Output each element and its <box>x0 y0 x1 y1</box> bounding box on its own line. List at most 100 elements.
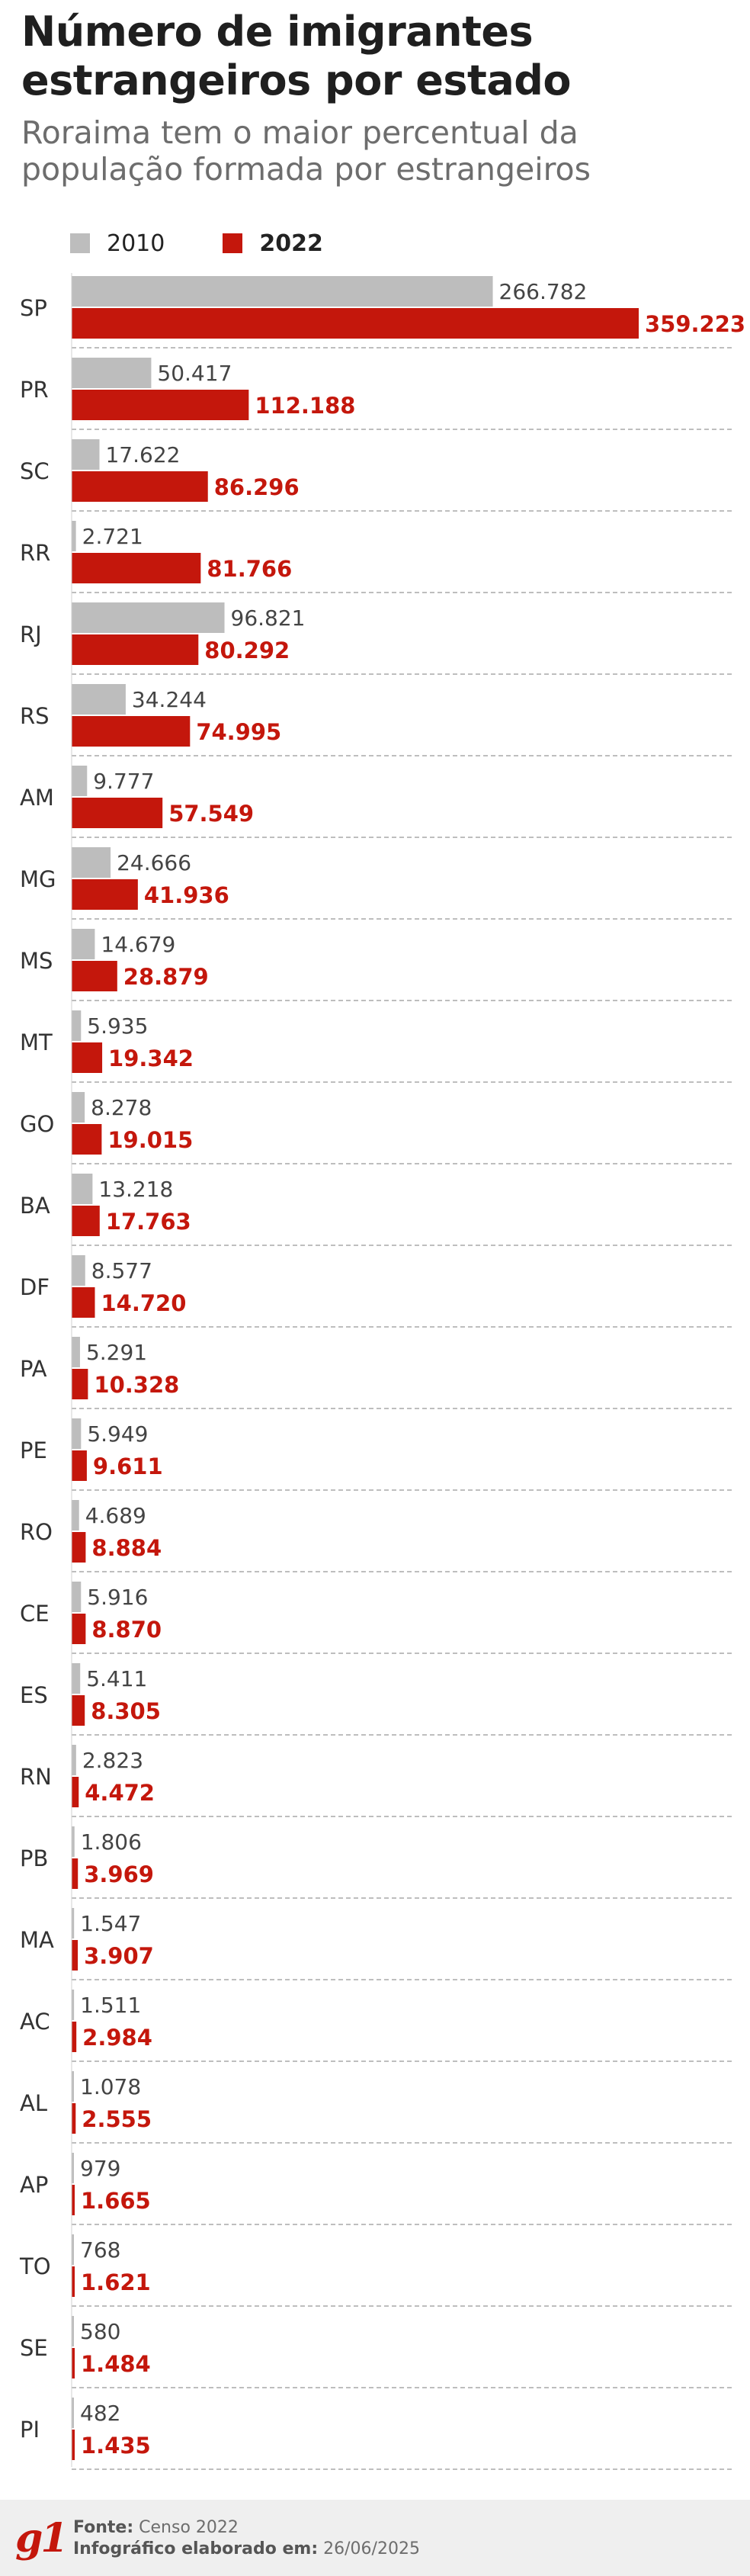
bar-2022-ma <box>72 1940 79 1971</box>
bar-2022-rj <box>72 634 199 665</box>
bar-chart: 266.782 359.223 SP 50.417 112.188 PR 17.622 86.… <box>19 273 745 2470</box>
bar-2010-mt <box>72 1010 82 1041</box>
value-label-2010-ma: 1.547 <box>80 1911 141 1936</box>
category-label-sp: SP <box>20 295 47 321</box>
value-label-2022-rn: 4.472 <box>85 1780 155 1806</box>
value-label-2022-pe: 9.611 <box>93 1453 163 1479</box>
value-label-2022-df: 14.720 <box>101 1290 186 1316</box>
value-label-2022-ms: 28.879 <box>123 964 209 990</box>
value-label-2010-se: 580 <box>80 2319 120 2344</box>
category-label-pr: PR <box>20 377 49 403</box>
legend-swatch-2010 <box>70 233 90 253</box>
value-label-2010-go: 8.278 <box>91 1095 152 1120</box>
value-label-2022-al: 2.555 <box>82 2106 152 2132</box>
bar-2010-ac <box>72 1990 75 2020</box>
value-label-2022-ac: 2.984 <box>82 2025 152 2051</box>
bar-2010-pr <box>72 358 152 388</box>
value-label-2010-rj: 96.821 <box>231 605 306 631</box>
category-label-se: SE <box>20 2335 48 2361</box>
value-label-2010-pi: 482 <box>80 2401 120 2426</box>
category-label-df: DF <box>20 1274 50 1300</box>
bar-2010-rr <box>72 521 76 551</box>
value-label-2010-pe: 5.949 <box>87 1421 148 1447</box>
value-label-2010-rr: 2.721 <box>82 524 143 549</box>
category-label-al: AL <box>20 2090 47 2116</box>
value-label-2022-pa: 10.328 <box>94 1372 179 1398</box>
value-label-2010-ac: 1.511 <box>80 1993 141 2018</box>
bar-2010-ma <box>72 1908 75 1938</box>
category-label-ce: CE <box>20 1601 50 1627</box>
bar-2022-go <box>72 1124 102 1155</box>
value-label-2010-ce: 5.916 <box>87 1585 148 1610</box>
value-label-2022-go: 19.015 <box>107 1127 193 1153</box>
category-label-ro: RO <box>20 1519 53 1545</box>
value-label-2010-ap: 979 <box>80 2156 120 2181</box>
value-label-2022-sp: 359.223 <box>645 311 745 337</box>
bar-2010-ms <box>72 929 95 959</box>
value-label-2010-al: 1.078 <box>80 2074 141 2099</box>
value-label-2022-pr: 112.188 <box>255 393 355 419</box>
bar-2022-se <box>72 2348 75 2378</box>
value-label-2010-pa: 5.291 <box>86 1340 147 1365</box>
value-label-2022-sc: 86.296 <box>214 474 300 500</box>
value-label-2022-rs: 74.995 <box>196 719 281 745</box>
value-label-2022-mg: 41.936 <box>144 882 229 908</box>
category-label-mt: MT <box>20 1029 53 1055</box>
category-label-mg: MG <box>20 866 56 892</box>
g1-logo: g1 <box>15 2515 69 2562</box>
category-label-ac: AC <box>20 2009 50 2035</box>
bar-2022-ac <box>72 2022 77 2052</box>
value-label-2022-ce: 8.870 <box>91 1617 162 1643</box>
bar-2022-ms <box>72 961 117 991</box>
bar-2010-rn <box>72 1745 76 1775</box>
value-label-2010-es: 5.411 <box>86 1666 147 1691</box>
category-label-rs: RS <box>20 703 50 729</box>
value-label-2022-am: 57.549 <box>168 801 254 827</box>
value-label-2010-to: 768 <box>80 2237 120 2263</box>
legend: 2010 2022 <box>70 226 381 261</box>
bar-2010-rs <box>72 684 126 715</box>
bar-2010-ap <box>72 2153 74 2183</box>
source-line: Fonte: Censo 2022 <box>73 2518 239 2537</box>
bar-2022-df <box>72 1287 95 1318</box>
value-label-2022-rr: 81.766 <box>207 556 292 582</box>
category-label-ap: AP <box>20 2172 48 2198</box>
bar-2010-ce <box>72 1582 82 1612</box>
bar-2022-ro <box>72 1532 86 1563</box>
bar-2010-se <box>72 2316 74 2346</box>
category-label-es: ES <box>20 1682 48 1708</box>
bar-2022-mg <box>72 879 138 910</box>
bar-2010-pe <box>72 1418 82 1449</box>
category-label-pi: PI <box>20 2417 40 2443</box>
bar-2010-mg <box>72 847 111 878</box>
bar-2010-al <box>72 2071 74 2102</box>
bar-2022-to <box>72 2266 75 2297</box>
value-label-2022-to: 1.621 <box>81 2269 151 2295</box>
category-label-sc: SC <box>20 458 50 484</box>
bar-2022-al <box>72 2103 76 2134</box>
bar-2022-pi <box>72 2430 75 2460</box>
category-label-ma: MA <box>20 1927 54 1953</box>
bar-2022-rs <box>72 716 191 747</box>
bar-2022-rn <box>72 1777 79 1807</box>
bar-2022-sc <box>72 471 208 502</box>
value-label-2022-ba: 17.763 <box>106 1209 191 1235</box>
category-label-pe: PE <box>20 1437 47 1463</box>
value-label-2010-mg: 24.666 <box>117 850 191 875</box>
value-label-2010-pr: 50.417 <box>157 361 232 386</box>
bar-2010-pi <box>72 2398 74 2428</box>
value-label-2022-mt: 19.342 <box>108 1045 194 1071</box>
bar-2022-pe <box>72 1450 87 1481</box>
bar-2010-rj <box>72 602 225 633</box>
bar-2022-mt <box>72 1042 103 1073</box>
value-label-2022-rj: 80.292 <box>204 638 290 663</box>
category-label-ba: BA <box>20 1193 50 1219</box>
category-label-ms: MS <box>20 948 53 974</box>
category-label-rr: RR <box>20 540 50 566</box>
legend-swatch-2022 <box>223 233 243 253</box>
bar-2010-ba <box>72 1174 93 1204</box>
value-label-2010-rn: 2.823 <box>82 1748 143 1773</box>
value-label-2010-mt: 5.935 <box>87 1013 148 1039</box>
legend-label-2022: 2022 <box>259 230 323 257</box>
value-label-2010-rs: 34.244 <box>132 687 207 712</box>
